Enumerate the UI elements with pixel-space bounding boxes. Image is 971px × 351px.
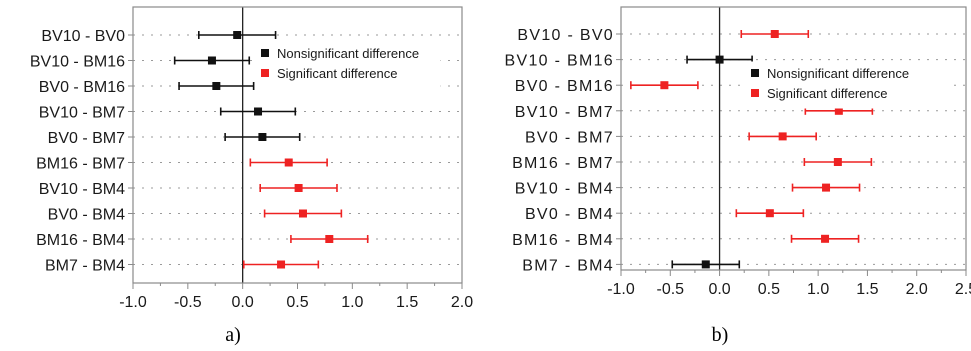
category-label: BV0 - BM16 bbox=[515, 78, 614, 95]
legend-label: Significant difference bbox=[767, 86, 887, 101]
estimate-point bbox=[833, 158, 842, 166]
legend-box bbox=[744, 61, 948, 109]
x-tick-label: 1.5 bbox=[856, 281, 878, 298]
category-label: BM7 - BM4 bbox=[45, 258, 125, 275]
chart-b: -1.0 -0.5 0.0 0.5 1.0 1.5 2.0 2.5 BV10 - BV0 BV10… bbox=[505, 6, 971, 346]
x-tick-label: -0.5 bbox=[656, 281, 684, 298]
x-tick-label: 1.0 bbox=[341, 294, 363, 311]
estimate-point bbox=[212, 82, 221, 90]
category-label: BV10 - BM16 bbox=[30, 54, 125, 71]
estimate-point bbox=[822, 183, 831, 192]
estimate-point bbox=[821, 234, 830, 243]
estimate-point bbox=[254, 107, 263, 116]
estimate-point bbox=[778, 132, 787, 141]
x-tick-label: 1.5 bbox=[396, 294, 418, 311]
estimate-point bbox=[294, 184, 303, 192]
x-tick-label: 2.0 bbox=[906, 281, 928, 298]
category-label: BV10 - BV0 bbox=[41, 28, 125, 45]
x-tick-label: 0.5 bbox=[758, 281, 780, 298]
category-label: BV10 - BM16 bbox=[505, 53, 614, 70]
category-label: BM16 - BM7 bbox=[512, 155, 614, 172]
estimate-point bbox=[277, 260, 286, 269]
category-label: BV10 - BV0 bbox=[517, 27, 614, 44]
estimate-point bbox=[258, 133, 267, 141]
category-label: BV0 - BM4 bbox=[48, 207, 125, 224]
category-label: BV10 - BM4 bbox=[39, 181, 125, 198]
estimate-point bbox=[765, 209, 774, 218]
category-label: BM16 - BM4 bbox=[512, 232, 614, 249]
category-label: BV0 - BM4 bbox=[525, 206, 614, 223]
legend-marker bbox=[751, 69, 759, 77]
panel-caption: b) bbox=[712, 324, 729, 346]
legend-marker bbox=[751, 89, 759, 97]
x-tick-label: 0.0 bbox=[708, 281, 730, 298]
estimate-point bbox=[834, 106, 843, 115]
x-tick-label: 2.0 bbox=[451, 294, 473, 311]
category-label: BV0 - BM7 bbox=[525, 129, 614, 146]
category-label: BM7 - BM4 bbox=[522, 257, 614, 274]
estimate-point bbox=[284, 158, 293, 167]
x-tick-label: 0.5 bbox=[286, 294, 308, 311]
legend-box bbox=[254, 41, 441, 87]
x-tick-label: 1.0 bbox=[807, 281, 829, 298]
category-label: BV0 - BM16 bbox=[39, 79, 125, 96]
panel-caption: a) bbox=[225, 324, 241, 346]
category-label: BV10 - BM7 bbox=[39, 105, 125, 122]
x-tick-label: 0.0 bbox=[232, 294, 254, 311]
x-tick-label: -1.0 bbox=[119, 294, 147, 311]
x-tick-label: -1.0 bbox=[607, 281, 635, 298]
x-tick-label: 2.5 bbox=[955, 281, 971, 298]
chart-a: -1.0 -0.5 0.0 0.5 1.0 1.5 2.0 BV10 - BV0 BV10 - … bbox=[30, 6, 473, 346]
estimate-point bbox=[660, 81, 669, 90]
category-label: BV10 - BM4 bbox=[515, 181, 614, 198]
legend: Nonsignificant difference Significant dif… bbox=[254, 41, 441, 87]
estimate-point bbox=[770, 30, 779, 38]
estimate-point bbox=[207, 56, 216, 65]
estimate-point bbox=[701, 260, 710, 269]
legend-label: Nonsignificant difference bbox=[767, 66, 909, 81]
estimate-point bbox=[233, 31, 242, 39]
legend-label: Significant difference bbox=[277, 66, 397, 81]
legend-marker bbox=[261, 49, 269, 57]
legend-marker bbox=[261, 69, 269, 77]
category-label: BM16 - BM7 bbox=[36, 156, 125, 173]
estimate-point bbox=[325, 235, 334, 243]
x-tick-label: -0.5 bbox=[174, 294, 202, 311]
legend-label: Nonsignificant difference bbox=[277, 46, 419, 61]
legend: Nonsignificant difference Significant dif… bbox=[744, 61, 948, 109]
category-label: BM16 - BM4 bbox=[36, 232, 125, 249]
category-label: BV0 - BM7 bbox=[48, 130, 125, 147]
estimate-point bbox=[298, 209, 307, 218]
estimate-point bbox=[715, 55, 724, 64]
category-label: BV10 - BM7 bbox=[515, 104, 614, 121]
plot-frame bbox=[620, 6, 967, 271]
